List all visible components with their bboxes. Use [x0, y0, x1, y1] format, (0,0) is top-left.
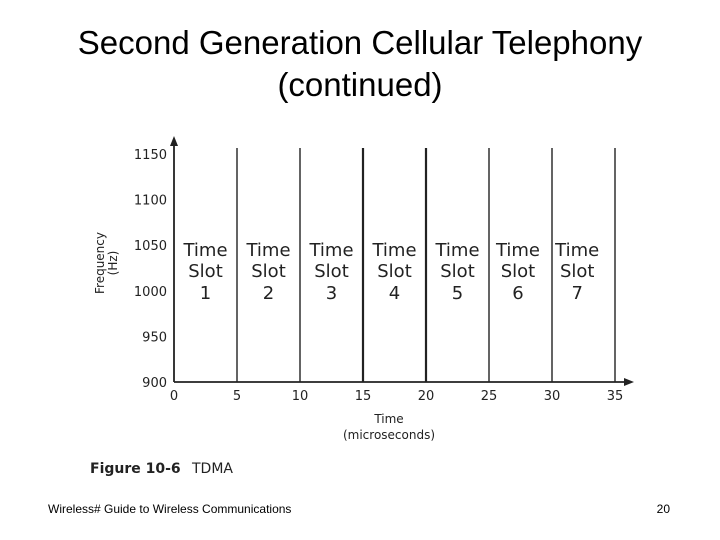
y-axis-arrow [170, 136, 178, 146]
x-tick-label: 0 [170, 389, 178, 404]
time-slot-label-line2: Slot [251, 261, 286, 282]
x-tick-label: 20 [418, 389, 435, 404]
y-axis-label-line2: (Hz) [106, 251, 120, 276]
time-slot-number: 5 [452, 283, 463, 304]
y-tick-label: 900 [142, 376, 167, 391]
y-axis-label: Frequency (Hz) [93, 232, 120, 294]
time-slot-number: 3 [326, 283, 337, 304]
time-slot-number: 7 [571, 283, 582, 304]
time-slot-label-line2: Slot [377, 261, 412, 282]
time-slot-number: 2 [263, 283, 274, 304]
x-tick-label: 5 [233, 389, 241, 404]
time-slot-label-line1: Time [434, 240, 479, 261]
time-slot-label-line1: Time [371, 240, 416, 261]
x-axis-label-line1: Time [373, 412, 403, 426]
y-tick-label: 1000 [134, 285, 167, 300]
slide-title-line2: (continued) [277, 66, 443, 103]
time-slot-label-line2: Slot [440, 261, 475, 282]
x-tick-label: 30 [544, 389, 561, 404]
x-tick-label: 10 [292, 389, 309, 404]
time-slot-label-line1: Time [495, 240, 540, 261]
time-slot-label-line1: Time [245, 240, 290, 261]
x-tick-label: 15 [355, 389, 372, 404]
slide-title: Second Generation Cellular Telephony (co… [0, 22, 720, 106]
time-slot-number: 4 [389, 283, 400, 304]
x-axis-arrow [624, 378, 634, 386]
time-slot-label-line1: Time [182, 240, 227, 261]
y-axis-label-line1: Frequency [93, 232, 107, 294]
y-tick-label: 950 [142, 330, 167, 345]
figure-label: Figure 10-6 [90, 461, 181, 477]
tdma-figure: 0 5 10 15 20 25 30 359009501000105011001150Time… [90, 136, 634, 477]
x-tick-label: 35 [607, 389, 624, 404]
slide-title-line1: Second Generation Cellular Telephony [77, 24, 643, 61]
time-slot-label-line2: Slot [188, 261, 223, 282]
time-slot-label-line1: Time [308, 240, 353, 261]
time-slot-label-line2: Slot [314, 261, 349, 282]
time-slot-number: 1 [200, 283, 211, 304]
y-tick-label: 1050 [134, 239, 167, 254]
x-tick-label: 25 [481, 389, 498, 404]
time-slot-label-line2: Slot [560, 261, 595, 282]
y-tick-label: 1100 [134, 194, 167, 209]
time-slot-number: 6 [512, 283, 523, 304]
time-slot-label-line2: Slot [501, 261, 535, 282]
time-slot-label-line1: Time [554, 240, 599, 261]
figure-caption: TDMA [191, 461, 233, 477]
footer-text: Wireless# Guide to Wireless Communicatio… [48, 502, 292, 516]
page-number: 20 [656, 502, 670, 516]
x-axis-label-line2: (microseconds) [343, 428, 435, 442]
tdma-plot: 0 5 10 15 20 25 30 359009501000105011001150Time… [134, 148, 623, 404]
y-tick-label: 1150 [134, 148, 167, 163]
